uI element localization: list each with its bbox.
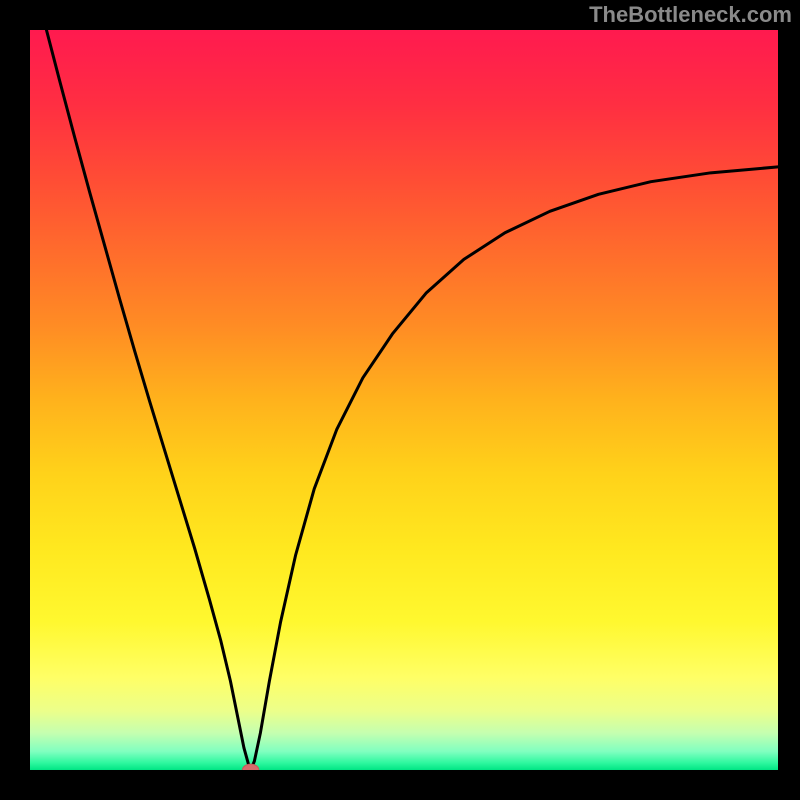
chart-svg (30, 30, 778, 770)
plot-area (30, 30, 778, 770)
gradient-background (30, 30, 778, 770)
chart-container: TheBottleneck.com (0, 0, 800, 800)
watermark-text: TheBottleneck.com (589, 2, 792, 28)
